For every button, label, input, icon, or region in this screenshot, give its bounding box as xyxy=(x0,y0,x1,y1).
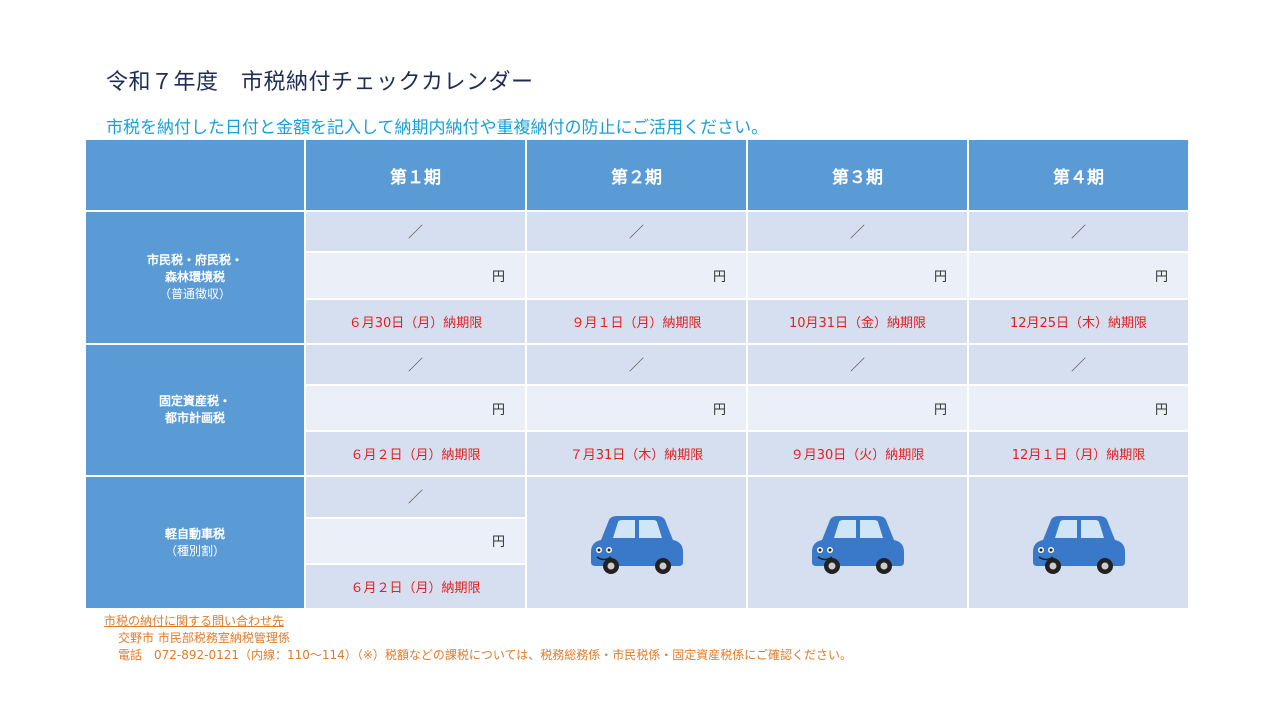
due-date: 10月31日（金）納期限 xyxy=(746,297,969,345)
contact-phone: 電話 072-892-0121（内線：110～114）（※）税額などの課税につい… xyxy=(118,648,853,662)
amount-input-cell[interactable]: 円 xyxy=(967,251,1190,300)
date-input-cell[interactable]: ／ xyxy=(304,475,527,519)
car-icon xyxy=(589,514,684,575)
tax-label-light-vehicle: 軽自動車税 （種別割） xyxy=(84,475,306,610)
amount-input-cell[interactable]: 円 xyxy=(304,251,527,300)
contact-office: 交野市 市民部税務室納税管理係 xyxy=(118,631,290,645)
amount-input-cell[interactable]: 円 xyxy=(967,384,1190,433)
date-input-cell[interactable]: ／ xyxy=(967,210,1190,254)
tax-name-line: 固定資産税・ xyxy=(158,394,231,409)
tax-label-resident: 市民税・府民税・ 森林環境税 （普通徴収） xyxy=(84,210,306,345)
tax-label-property: 固定資産税・ 都市計画税 xyxy=(84,342,306,478)
period-3-header: 第３期 xyxy=(746,137,969,213)
header-row: 第１期 第２期 第３期 第４期 xyxy=(84,137,1190,213)
car-cell-period-4 xyxy=(967,475,1190,610)
amount-input-cell[interactable]: 円 xyxy=(304,384,527,433)
due-date: ９月30日（火）納期限 xyxy=(746,430,969,478)
due-date: ７月31日（木）納期限 xyxy=(525,430,748,478)
car-cell-period-2 xyxy=(525,475,748,610)
due-date: 12月25日（木）納期限 xyxy=(967,297,1190,345)
due-date: ９月１日（月）納期限 xyxy=(525,297,748,345)
header-corner xyxy=(84,137,306,213)
period-1-header: 第１期 xyxy=(304,137,527,213)
due-date: ６月２日（月）納期限 xyxy=(304,562,527,611)
period-2-header: 第２期 xyxy=(525,137,748,213)
tax-note: （種別割） xyxy=(164,543,225,558)
page-subtitle: 市税を納付した日付と金額を記入して納期内納付や重複納付の防止にご活用ください。 xyxy=(106,118,769,138)
amount-input-cell[interactable]: 円 xyxy=(525,384,748,433)
date-input-cell[interactable]: ／ xyxy=(525,342,748,387)
amount-input-cell[interactable]: 円 xyxy=(746,251,969,300)
payment-calendar-table: 第１期 第２期 第３期 第４期 市民税・府民税・ 森林環境税 （普通徴収） ／ … xyxy=(84,137,1190,611)
car-icon xyxy=(810,514,905,575)
page-title: 令和７年度 市税納付チェックカレンダー xyxy=(106,70,534,95)
date-input-cell[interactable]: ／ xyxy=(525,210,748,254)
due-date: 12月１日（月）納期限 xyxy=(967,430,1190,478)
tax-name-line: 森林環境税 xyxy=(164,270,225,285)
tax-name-line: 市民税・府民税・ xyxy=(146,253,243,268)
period-4-header: 第４期 xyxy=(967,137,1190,213)
amount-input-cell[interactable]: 円 xyxy=(746,384,969,433)
due-date: ６月２日（月）納期限 xyxy=(304,430,527,478)
date-input-cell[interactable]: ／ xyxy=(746,342,969,387)
date-input-cell[interactable]: ／ xyxy=(304,342,527,387)
amount-input-cell[interactable]: 円 xyxy=(525,251,748,300)
contact-link[interactable]: 市税の納付に関する問い合わせ先 xyxy=(104,614,285,628)
tax-name-line: 軽自動車税 xyxy=(164,526,225,541)
date-input-cell[interactable]: ／ xyxy=(967,342,1190,387)
tax-name-line: 都市計画税 xyxy=(164,411,225,426)
amount-input-cell[interactable]: 円 xyxy=(304,516,527,565)
date-input-cell[interactable]: ／ xyxy=(746,210,969,254)
date-input-cell[interactable]: ／ xyxy=(304,210,527,254)
due-date: ６月30日（月）納期限 xyxy=(304,297,527,345)
tax-note: （普通徴収） xyxy=(158,287,231,302)
car-icon xyxy=(1031,514,1126,575)
car-cell-period-3 xyxy=(746,475,969,610)
